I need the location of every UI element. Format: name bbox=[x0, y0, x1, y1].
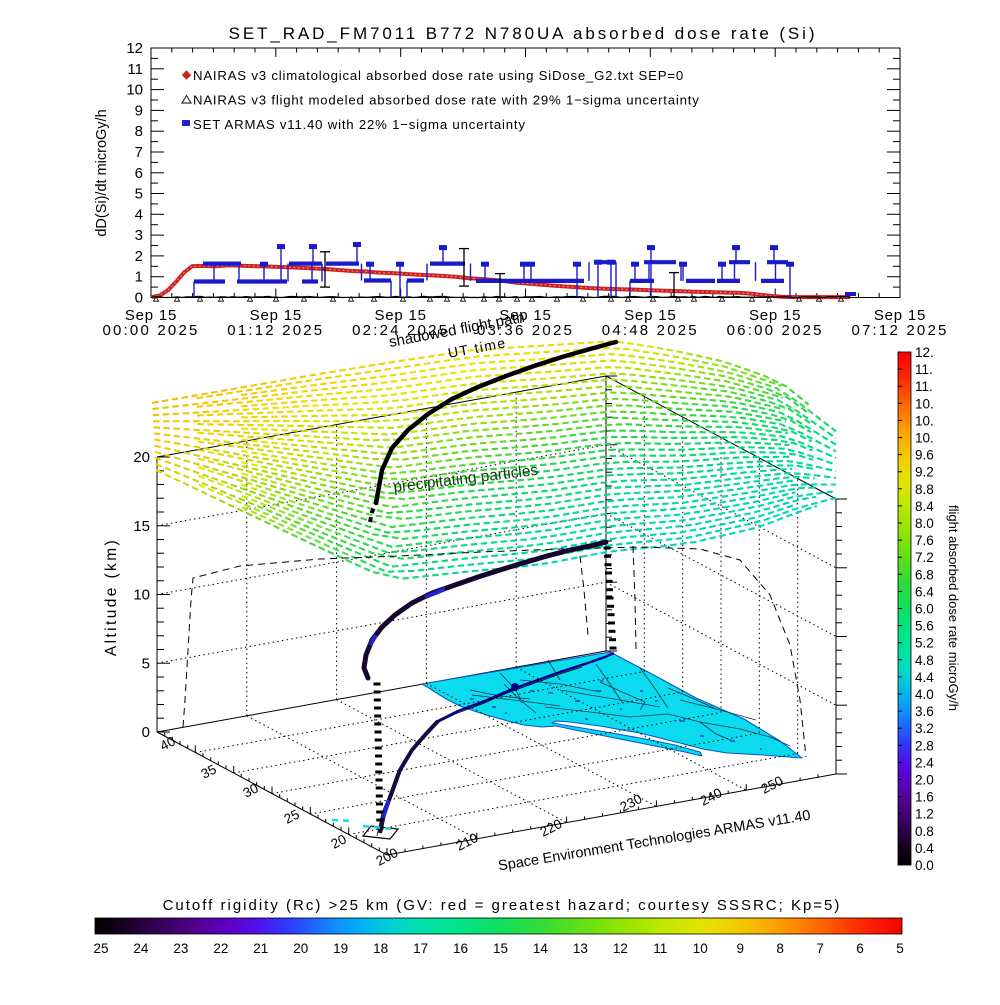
svg-text:2.8: 2.8 bbox=[915, 738, 934, 753]
svg-text:7.2: 7.2 bbox=[915, 550, 934, 565]
svg-text:6.8: 6.8 bbox=[915, 567, 934, 582]
svg-text:1.6: 1.6 bbox=[915, 790, 934, 805]
svg-text:06:00 2025: 06:00 2025 bbox=[727, 322, 824, 339]
svg-text:6: 6 bbox=[856, 941, 864, 956]
svg-text:8.4: 8.4 bbox=[915, 499, 934, 514]
svg-text:4.8: 4.8 bbox=[915, 653, 934, 668]
svg-text:12.: 12. bbox=[915, 345, 934, 360]
svg-text:2.4: 2.4 bbox=[915, 755, 934, 770]
svg-text:6.4: 6.4 bbox=[915, 584, 934, 599]
svg-text:SET ARMAS v11.40 with 22% 1−si: SET ARMAS v11.40 with 22% 1−sigma uncert… bbox=[193, 117, 526, 132]
svg-text:Sep 15: Sep 15 bbox=[624, 307, 676, 324]
svg-text:Altitude (km): Altitude (km) bbox=[103, 538, 120, 656]
svg-text:11: 11 bbox=[653, 941, 667, 956]
svg-text:03:36 2025: 03:36 2025 bbox=[477, 322, 574, 339]
svg-text:8: 8 bbox=[135, 123, 143, 140]
svg-text:NAIRAS v3 flight modeled absor: NAIRAS v3 flight modeled absorbed dose r… bbox=[193, 93, 700, 108]
svg-text:20: 20 bbox=[329, 831, 349, 851]
svg-text:Cutoff rigidity (Rc) >25 km (G: Cutoff rigidity (Rc) >25 km (GV: red = g… bbox=[163, 897, 842, 914]
svg-text:12: 12 bbox=[613, 941, 628, 956]
svg-text:25: 25 bbox=[282, 806, 302, 826]
svg-text:21: 21 bbox=[253, 941, 268, 956]
svg-text:0.0: 0.0 bbox=[915, 858, 934, 873]
svg-text:11: 11 bbox=[127, 61, 143, 78]
svg-text:24: 24 bbox=[133, 941, 149, 956]
svg-text:14: 14 bbox=[533, 941, 549, 956]
svg-text:6.0: 6.0 bbox=[915, 602, 934, 617]
svg-text:10: 10 bbox=[133, 587, 150, 604]
svg-text:3.2: 3.2 bbox=[915, 721, 934, 736]
svg-text:SET_RAD_FM7011 B772 N780UA ab: SET_RAD_FM7011 B772 N780UA absorbed dose… bbox=[229, 24, 818, 43]
svg-text:9: 9 bbox=[135, 102, 143, 119]
svg-text:7.6: 7.6 bbox=[915, 533, 934, 548]
svg-text:18: 18 bbox=[373, 941, 388, 956]
svg-text:1.2: 1.2 bbox=[915, 807, 934, 822]
svg-text:5: 5 bbox=[896, 941, 904, 956]
svg-text:NAIRAS v3 climatological absor: NAIRAS v3 climatological absorbed dose r… bbox=[193, 68, 684, 83]
svg-text:02:24 2025: 02:24 2025 bbox=[352, 322, 449, 339]
svg-text:11.: 11. bbox=[915, 379, 933, 394]
svg-text:40: 40 bbox=[158, 733, 178, 753]
svg-text:7: 7 bbox=[135, 144, 143, 161]
svg-text:00:00 2025: 00:00 2025 bbox=[102, 322, 199, 339]
svg-text:9.2: 9.2 bbox=[915, 465, 934, 480]
svg-text:0: 0 bbox=[135, 290, 143, 307]
svg-text:0.8: 0.8 bbox=[915, 824, 934, 839]
svg-text:8.8: 8.8 bbox=[915, 482, 934, 497]
svg-text:01:12 2025: 01:12 2025 bbox=[227, 322, 324, 339]
svg-text:10.: 10. bbox=[915, 396, 934, 411]
svg-text:30: 30 bbox=[241, 780, 261, 800]
svg-text:15: 15 bbox=[493, 941, 508, 956]
svg-text:4.0: 4.0 bbox=[915, 687, 934, 702]
svg-text:Sep 15: Sep 15 bbox=[374, 307, 426, 324]
svg-text:3: 3 bbox=[135, 227, 143, 244]
svg-text:5.2: 5.2 bbox=[915, 636, 934, 651]
svg-text:23: 23 bbox=[173, 941, 188, 956]
svg-text:10.: 10. bbox=[915, 413, 934, 428]
svg-text:2: 2 bbox=[135, 248, 143, 265]
svg-text:5: 5 bbox=[135, 186, 143, 203]
svg-text:Sep 15: Sep 15 bbox=[250, 307, 302, 324]
svg-text:22: 22 bbox=[213, 941, 228, 956]
svg-text:6: 6 bbox=[135, 165, 143, 182]
svg-text:11.: 11. bbox=[915, 362, 933, 377]
svg-text:15: 15 bbox=[133, 518, 150, 535]
svg-text:Sep 15: Sep 15 bbox=[749, 307, 801, 324]
svg-text:flight absorbed dose rate micr: flight absorbed dose rate microGy/h bbox=[946, 505, 961, 711]
svg-text:10: 10 bbox=[126, 82, 143, 99]
svg-text:20: 20 bbox=[293, 941, 308, 956]
svg-text:20: 20 bbox=[133, 449, 150, 466]
svg-text:8.0: 8.0 bbox=[915, 516, 934, 531]
svg-text:2.0: 2.0 bbox=[915, 773, 934, 788]
svg-text:04:48 2025: 04:48 2025 bbox=[602, 322, 699, 339]
svg-text:4.4: 4.4 bbox=[915, 670, 934, 685]
svg-text:Sep 15: Sep 15 bbox=[125, 307, 177, 324]
svg-text:0: 0 bbox=[142, 724, 150, 741]
svg-text:5.6: 5.6 bbox=[915, 619, 934, 634]
svg-text:Sep 15: Sep 15 bbox=[499, 307, 551, 324]
svg-text:4: 4 bbox=[135, 206, 143, 223]
svg-text:7: 7 bbox=[816, 941, 824, 956]
svg-text:dD(Si)/dt microGy/h: dD(Si)/dt microGy/h bbox=[94, 109, 110, 236]
svg-text:3.6: 3.6 bbox=[915, 704, 934, 719]
svg-text:9.6: 9.6 bbox=[915, 448, 934, 463]
svg-text:10.: 10. bbox=[915, 431, 934, 446]
svg-text:19: 19 bbox=[333, 941, 348, 956]
svg-text:17: 17 bbox=[413, 941, 428, 956]
svg-text:12: 12 bbox=[126, 40, 143, 57]
svg-text:Sep 15: Sep 15 bbox=[874, 307, 926, 324]
svg-text:5: 5 bbox=[142, 655, 150, 672]
svg-text:8: 8 bbox=[776, 941, 784, 956]
svg-text:0.4: 0.4 bbox=[915, 841, 934, 856]
svg-text:1: 1 bbox=[135, 269, 143, 286]
svg-text:9: 9 bbox=[736, 941, 744, 956]
svg-text:13: 13 bbox=[573, 941, 588, 956]
svg-text:16: 16 bbox=[453, 941, 468, 956]
svg-text:25: 25 bbox=[93, 941, 108, 956]
svg-text:07:12 2025: 07:12 2025 bbox=[851, 322, 948, 339]
svg-text:10: 10 bbox=[693, 941, 708, 956]
svg-text:35: 35 bbox=[199, 761, 219, 781]
